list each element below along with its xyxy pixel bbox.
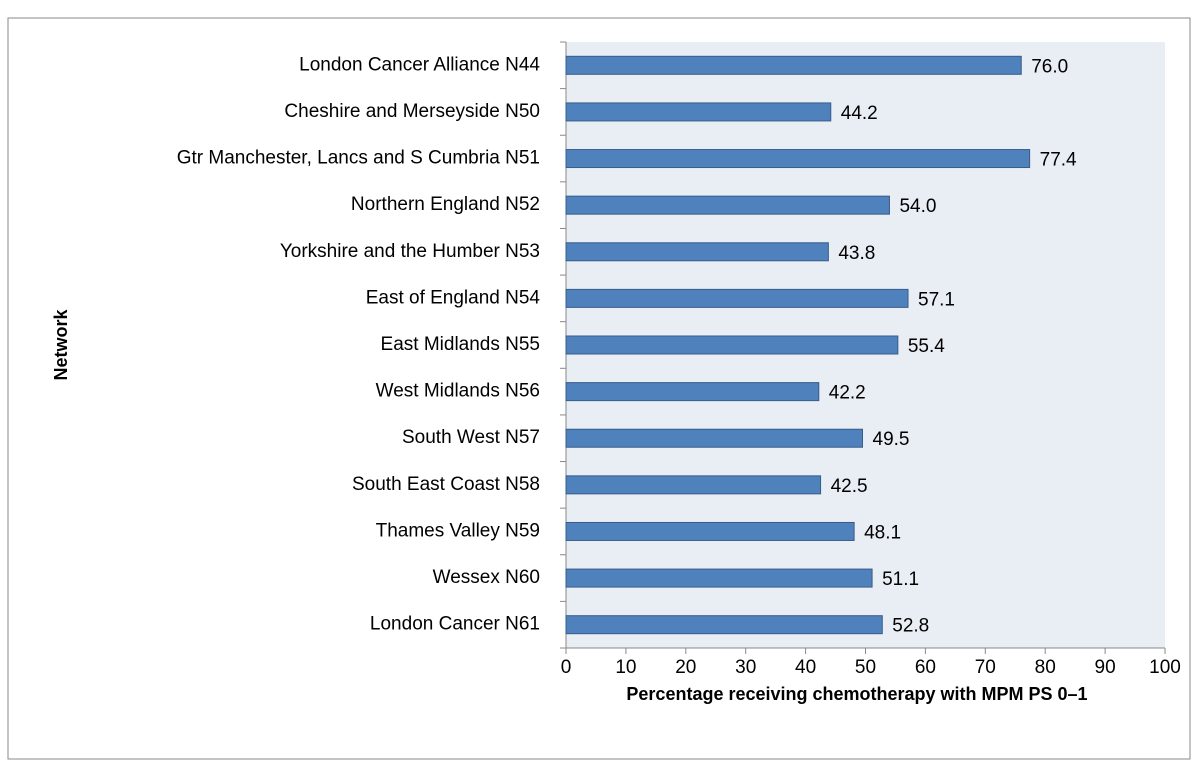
value-label: 55.4 (908, 336, 945, 357)
x-tick-label: 90 (1095, 657, 1116, 678)
y-tick-label: London Cancer N61 (370, 614, 540, 635)
value-label: 52.8 (892, 616, 929, 637)
y-tick-label: Thames Valley N59 (376, 520, 540, 541)
y-tick-label: London Cancer Alliance N44 (299, 54, 540, 75)
bar (565, 195, 890, 215)
bar (565, 568, 873, 588)
y-tick-label: Cheshire and Merseyside N50 (284, 101, 540, 122)
x-tick-label: 60 (915, 657, 936, 678)
y-tick-label: South East Coast N58 (352, 474, 540, 495)
y-tick-label: East of England N54 (366, 287, 541, 308)
y-tick-label: Northern England N52 (351, 194, 540, 215)
value-label: 54.0 (899, 196, 936, 217)
x-axis-title: Percentage receiving chemotherapy with M… (626, 684, 1087, 704)
y-tick-label: Wessex N60 (433, 567, 540, 588)
y-tick-label: East Midlands N55 (381, 334, 540, 355)
y-tick-label: Gtr Manchester, Lancs and S Cumbria N51 (177, 148, 540, 169)
x-tick-label: 0 (561, 657, 572, 678)
bar (565, 242, 829, 262)
value-label: 77.4 (1040, 150, 1077, 171)
bar (565, 521, 855, 541)
chart-border (7, 17, 1191, 760)
bar (565, 149, 1031, 169)
x-tick-label: 10 (615, 657, 636, 678)
x-tick-label: 50 (855, 657, 876, 678)
value-label: 76.0 (1031, 56, 1068, 77)
bar (565, 428, 864, 448)
bar (565, 475, 822, 495)
value-label: 43.8 (838, 243, 875, 264)
value-label: 44.2 (841, 103, 878, 124)
value-label: 42.2 (829, 383, 866, 404)
value-label: 48.1 (864, 522, 901, 543)
x-tick-label: 100 (1149, 657, 1181, 678)
value-label: 42.5 (831, 476, 868, 497)
value-label: 51.1 (882, 569, 919, 590)
x-tick-label: 30 (735, 657, 756, 678)
x-tick-label: 70 (975, 657, 996, 678)
y-tick-label: West Midlands N56 (376, 381, 540, 402)
y-axis-title: Network (51, 309, 71, 381)
x-tick-label: 80 (1035, 657, 1056, 678)
y-tick-label: South West N57 (402, 427, 540, 448)
bar (565, 288, 909, 308)
value-label: 49.5 (873, 429, 910, 450)
bar (565, 55, 1022, 75)
bar (565, 382, 820, 402)
bar (565, 102, 832, 122)
x-tick-label: 40 (795, 657, 816, 678)
bar (565, 335, 899, 355)
value-label: 57.1 (918, 289, 955, 310)
x-tick-label: 20 (675, 657, 696, 678)
bar (565, 615, 883, 635)
y-tick-label: Yorkshire and the Humber N53 (280, 241, 540, 262)
